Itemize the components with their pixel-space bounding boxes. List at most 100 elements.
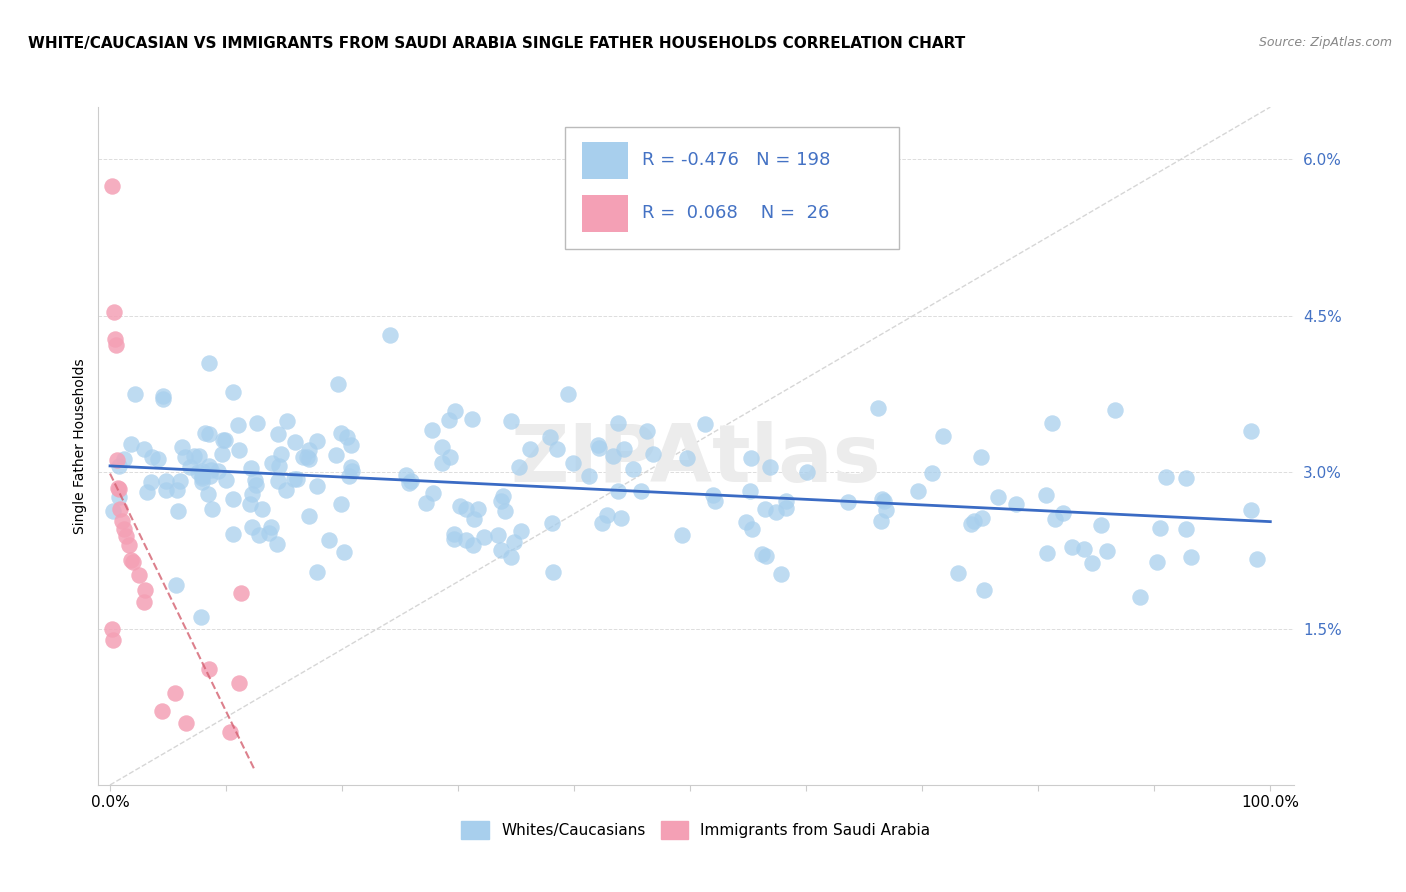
Point	[283, 472, 305, 486]
Point	[702, 488, 724, 502]
Point	[1090, 517, 1112, 532]
Point	[337, 469, 360, 483]
Point	[695, 417, 717, 431]
Point	[211, 433, 233, 447]
Point	[155, 483, 177, 497]
Point	[191, 475, 214, 489]
Point	[671, 527, 693, 541]
Point	[1045, 512, 1067, 526]
Point	[298, 443, 321, 458]
Point	[486, 527, 509, 541]
Point	[401, 474, 423, 488]
Point	[222, 491, 245, 506]
Point	[454, 533, 477, 547]
Point	[636, 424, 658, 438]
Point	[1036, 546, 1059, 560]
Point	[270, 447, 292, 461]
Point	[1005, 497, 1028, 511]
Point	[591, 516, 613, 530]
Point	[240, 520, 263, 534]
Point	[103, 633, 125, 648]
Point	[1104, 403, 1126, 417]
Point	[187, 450, 209, 464]
Point	[501, 414, 523, 428]
Point	[174, 450, 197, 464]
Point	[267, 474, 290, 488]
Point	[207, 464, 229, 478]
Point	[630, 484, 652, 499]
Point	[489, 543, 512, 558]
Point	[259, 520, 281, 534]
Point	[775, 501, 797, 516]
Point	[562, 456, 585, 470]
Point	[472, 530, 495, 544]
Point	[101, 622, 124, 636]
Point	[228, 675, 250, 690]
Point	[318, 533, 340, 548]
Point	[492, 489, 515, 503]
Point	[197, 487, 219, 501]
Point	[1180, 549, 1202, 564]
Point	[174, 716, 197, 731]
Point	[932, 429, 955, 443]
Point	[1081, 556, 1104, 570]
Point	[444, 404, 467, 418]
Point	[1060, 540, 1083, 554]
Point	[165, 577, 187, 591]
Point	[606, 484, 628, 499]
Point	[770, 567, 793, 582]
Point	[336, 430, 359, 444]
Point	[245, 473, 267, 487]
Point	[222, 384, 245, 399]
Point	[972, 510, 994, 524]
Point	[430, 440, 453, 454]
Point	[284, 435, 307, 450]
Point	[963, 515, 986, 529]
Point	[546, 442, 568, 456]
Point	[122, 555, 145, 569]
Point	[307, 434, 329, 449]
Point	[1154, 470, 1177, 484]
Point	[152, 388, 174, 402]
Point	[1073, 542, 1095, 557]
Point	[439, 413, 461, 427]
Point	[139, 475, 162, 489]
Point	[432, 456, 454, 470]
Point	[117, 537, 139, 551]
Point	[1240, 424, 1263, 438]
Point	[198, 662, 221, 676]
Point	[330, 425, 353, 440]
Point	[291, 450, 314, 464]
Point	[875, 502, 897, 516]
Point	[211, 446, 233, 460]
FancyBboxPatch shape	[582, 142, 628, 179]
Point	[240, 487, 263, 501]
Point	[1175, 471, 1198, 485]
Point	[494, 504, 516, 518]
Point	[257, 526, 280, 541]
Point	[266, 537, 288, 551]
Point	[501, 550, 523, 565]
Point	[541, 565, 564, 579]
Point	[508, 460, 530, 475]
Point	[420, 423, 443, 437]
Point	[1095, 544, 1118, 558]
Point	[166, 483, 188, 498]
Point	[134, 583, 156, 598]
Point	[179, 459, 201, 474]
Point	[191, 471, 214, 485]
Point	[461, 411, 484, 425]
Point	[101, 179, 124, 194]
Point	[194, 425, 217, 440]
Point	[330, 497, 353, 511]
Point	[214, 433, 236, 447]
Point	[172, 440, 194, 454]
Point	[128, 568, 150, 582]
Point	[395, 468, 418, 483]
Point	[105, 452, 128, 467]
Point	[228, 443, 250, 458]
Point	[866, 401, 889, 416]
Point	[276, 414, 298, 428]
Point	[197, 356, 219, 370]
Point	[285, 472, 308, 486]
